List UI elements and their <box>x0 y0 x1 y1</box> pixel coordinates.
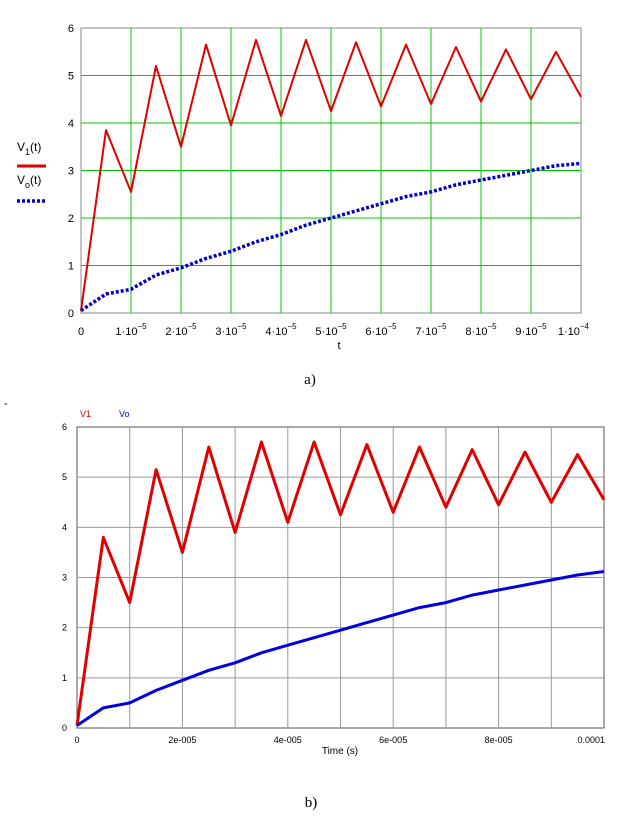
chart-a-x-tick-label: 1·10−4 <box>558 322 590 338</box>
chart-a-y-tick-label: 1 <box>68 261 74 273</box>
chart-a-x-tick-label: 2·10−5 <box>165 322 197 338</box>
chart-a-series-v1-line <box>80 38 582 311</box>
chart-a-legend-vo-label: Vo(t) <box>17 173 41 190</box>
chart-b-legend-vo: Vo <box>119 409 130 419</box>
chart-a-x-tick-label: 4·10−5 <box>265 322 297 338</box>
chart-b-series-vo-line <box>76 570 605 727</box>
chart-a-x-tick-label: 6·10−5 <box>365 322 397 338</box>
chart-b-legend-v1: V1 <box>80 409 91 419</box>
chart-a-caption: a) <box>304 372 316 388</box>
chart-a-x-tick-label: 0 <box>78 326 84 338</box>
chart-b-x-axis-label: Time (s) <box>322 746 358 757</box>
chart-b-x-tick-label: 8e-005 <box>485 735 513 745</box>
chart-b-series <box>75 440 606 727</box>
chart-b-y-tick-label: 0 <box>62 723 67 733</box>
chart-a-y-ticks: 0 1 2 3 4 5 6 <box>68 23 74 320</box>
chart-a-grid <box>81 28 581 313</box>
chart-a: 0 1 2 3 4 5 6 0 1·10−5 2·10−5 3·10−5 4·10−5 5·10−5 6… <box>17 23 590 388</box>
chart-b-legend: V1 Vo <box>80 409 130 419</box>
chart-b-caption: b) <box>305 795 318 811</box>
chart-b-y-tick-label: 2 <box>62 623 67 633</box>
chart-b-y-ticks: 0 1 2 3 4 5 6 <box>62 422 67 733</box>
chart-a-y-tick-label: 3 <box>68 166 74 178</box>
chart-b-y-tick-label: 5 <box>62 472 67 482</box>
chart-a-y-tick-label: 2 <box>68 213 74 225</box>
chart-a-series-vo-line <box>80 161 582 313</box>
chart-a-y-tick-label: 5 <box>68 71 74 83</box>
chart-a-y-tick-label: 6 <box>68 23 74 35</box>
chart-a-x-tick-label: 3·10−5 <box>215 322 247 338</box>
chart-b-y-tick-label: 6 <box>62 422 67 432</box>
chart-a-x-axis-label: t <box>337 340 340 352</box>
chart-a-x-tick-label: 8·10−5 <box>465 322 497 338</box>
chart-b-x-tick-label: 4e-005 <box>274 735 302 745</box>
chart-a-x-tick-label: 5·10−5 <box>315 322 347 338</box>
chart-b-y-tick-label: 1 <box>62 673 67 683</box>
chart-a-x-ticks: 0 1·10−5 2·10−5 3·10−5 4·10−5 5·10−5 6·10−5 7·1… <box>78 322 590 338</box>
chart-b-x-tick-label: 0.0001 <box>577 735 605 745</box>
chart-a-x-tick-label: 7·10−5 <box>415 322 447 338</box>
stray-mark: - <box>4 398 8 410</box>
chart-b-x-tick-label: 2e-005 <box>168 735 196 745</box>
chart-a-legend-v1-label: V1(t) <box>17 140 41 157</box>
chart-a-legend: V1(t) Vo(t) <box>17 140 46 203</box>
chart-b-x-tick-label: 0 <box>74 735 79 745</box>
chart-a-series <box>80 38 582 313</box>
chart-a-x-tick-label: 1·10−5 <box>115 322 147 338</box>
chart-a-y-tick-label: 4 <box>68 118 74 130</box>
chart-b-x-tick-label: 6e-005 <box>379 735 407 745</box>
chart-a-y-tick-label: 0 <box>68 308 74 320</box>
chart-b-grid <box>77 427 604 728</box>
chart-b-y-tick-label: 4 <box>62 522 67 532</box>
chart-b-x-ticks: 0 2e-005 4e-005 6e-005 8e-005 0.0001 <box>74 735 605 745</box>
chart-a-x-tick-label: 9·10−5 <box>515 322 547 338</box>
chart-b-y-tick-label: 3 <box>62 573 67 583</box>
chart-b-series-v1-line <box>75 440 606 726</box>
